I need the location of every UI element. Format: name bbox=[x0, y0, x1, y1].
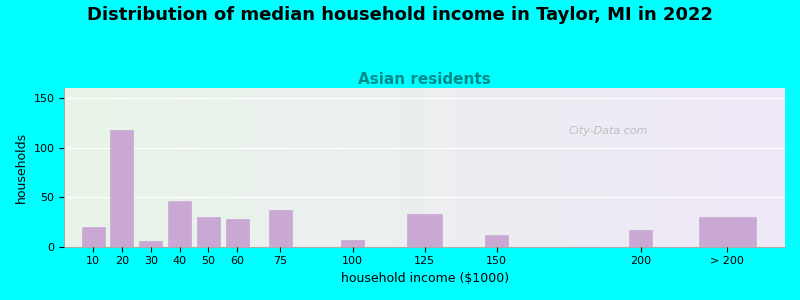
Bar bbox=[226, 219, 249, 247]
Bar bbox=[341, 240, 364, 247]
X-axis label: household income ($1000): household income ($1000) bbox=[341, 272, 509, 285]
Text: City-Data.com: City-Data.com bbox=[569, 126, 648, 136]
Bar bbox=[698, 217, 756, 247]
Y-axis label: households: households bbox=[15, 132, 28, 203]
Bar bbox=[630, 230, 652, 247]
Bar bbox=[110, 130, 134, 247]
Bar bbox=[197, 217, 220, 247]
Bar bbox=[407, 214, 442, 247]
Bar bbox=[485, 235, 508, 247]
Bar bbox=[168, 201, 191, 247]
Title: Asian residents: Asian residents bbox=[358, 72, 491, 87]
Bar bbox=[269, 210, 292, 247]
Bar bbox=[139, 241, 162, 247]
Bar bbox=[82, 227, 105, 247]
Text: Distribution of median household income in Taylor, MI in 2022: Distribution of median household income … bbox=[87, 6, 713, 24]
